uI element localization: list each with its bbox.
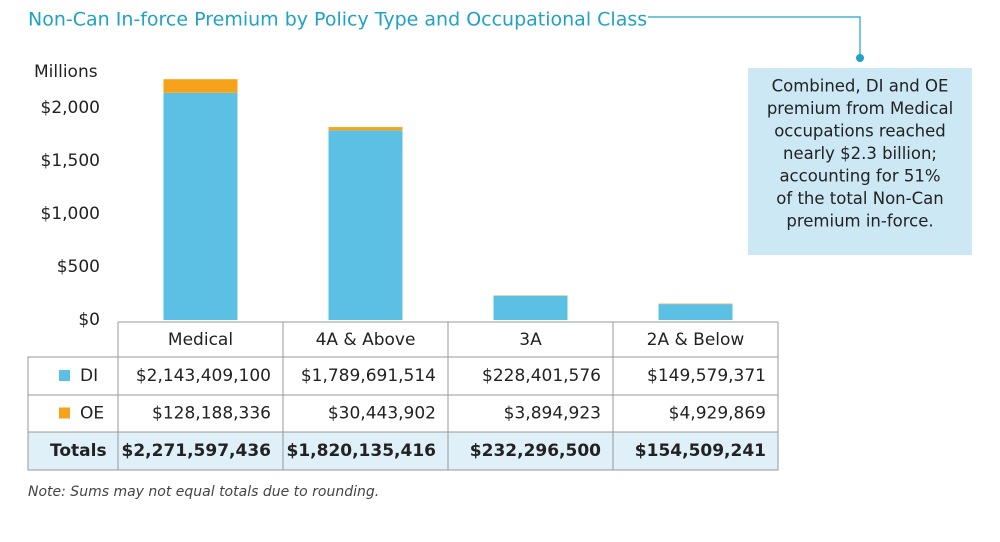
y-tick-label: $500 xyxy=(57,257,100,277)
bar-segment xyxy=(163,92,238,320)
y-axis-label: Millions xyxy=(34,62,98,82)
y-tick-label: $1,000 xyxy=(41,204,100,224)
callout-line xyxy=(648,16,861,58)
annotation: premium from Medical xyxy=(767,99,953,118)
annotation: of the total Non-Can xyxy=(776,189,943,208)
bar-segment xyxy=(163,79,238,93)
callout-dot xyxy=(856,54,864,62)
total-cell: $154,509,241 xyxy=(635,441,766,461)
table-cell: $4,929,869 xyxy=(669,404,766,424)
legend-label: DI xyxy=(80,366,98,386)
annotation: Combined, DI and OE xyxy=(772,77,949,96)
y-tick-label: $0 xyxy=(78,310,100,330)
total-cell: $232,296,500 xyxy=(470,441,601,461)
table-cell: $149,579,371 xyxy=(647,366,766,386)
totals-row-bg xyxy=(28,432,778,470)
bar-segment xyxy=(493,295,568,320)
table-cell: $1,789,691,514 xyxy=(301,366,436,386)
x-tick-label: Medical xyxy=(168,330,233,350)
note: Note: Sums may not equal totals due to r… xyxy=(28,484,379,500)
bar-segment xyxy=(658,303,733,305)
callout-box xyxy=(748,68,972,255)
table-cell: $228,401,576 xyxy=(482,366,601,386)
legend-label: OE xyxy=(80,404,104,424)
totals-label: Totals xyxy=(50,441,107,461)
bar-segment xyxy=(328,130,403,320)
table-cell: $2,143,409,100 xyxy=(136,366,271,386)
chart-title: Non-Can In-force Premium by Policy Type … xyxy=(28,9,647,31)
x-tick-label: 3A xyxy=(519,330,542,350)
y-tick-label: $1,500 xyxy=(41,151,100,171)
table-cell: $3,894,923 xyxy=(504,404,601,424)
legend-swatch xyxy=(59,370,70,381)
legend-swatch xyxy=(59,407,70,419)
annotation: accounting for 51% xyxy=(779,167,940,186)
table-cell: $128,188,336 xyxy=(152,404,271,424)
annotation: nearly $2.3 billion; xyxy=(783,144,937,163)
x-tick-label: 2A & Below xyxy=(647,330,745,350)
total-cell: $1,820,135,416 xyxy=(287,441,437,461)
x-tick-label: 4A & Above xyxy=(316,330,416,350)
table-cell: $30,443,902 xyxy=(328,404,436,424)
y-tick-label: $2,000 xyxy=(41,98,100,118)
total-cell: $2,271,597,436 xyxy=(122,441,272,461)
annotation: premium in-force. xyxy=(786,212,933,231)
bar-segment xyxy=(658,304,733,320)
bar-segment xyxy=(328,127,403,131)
annotation: occupations reached xyxy=(774,122,946,141)
